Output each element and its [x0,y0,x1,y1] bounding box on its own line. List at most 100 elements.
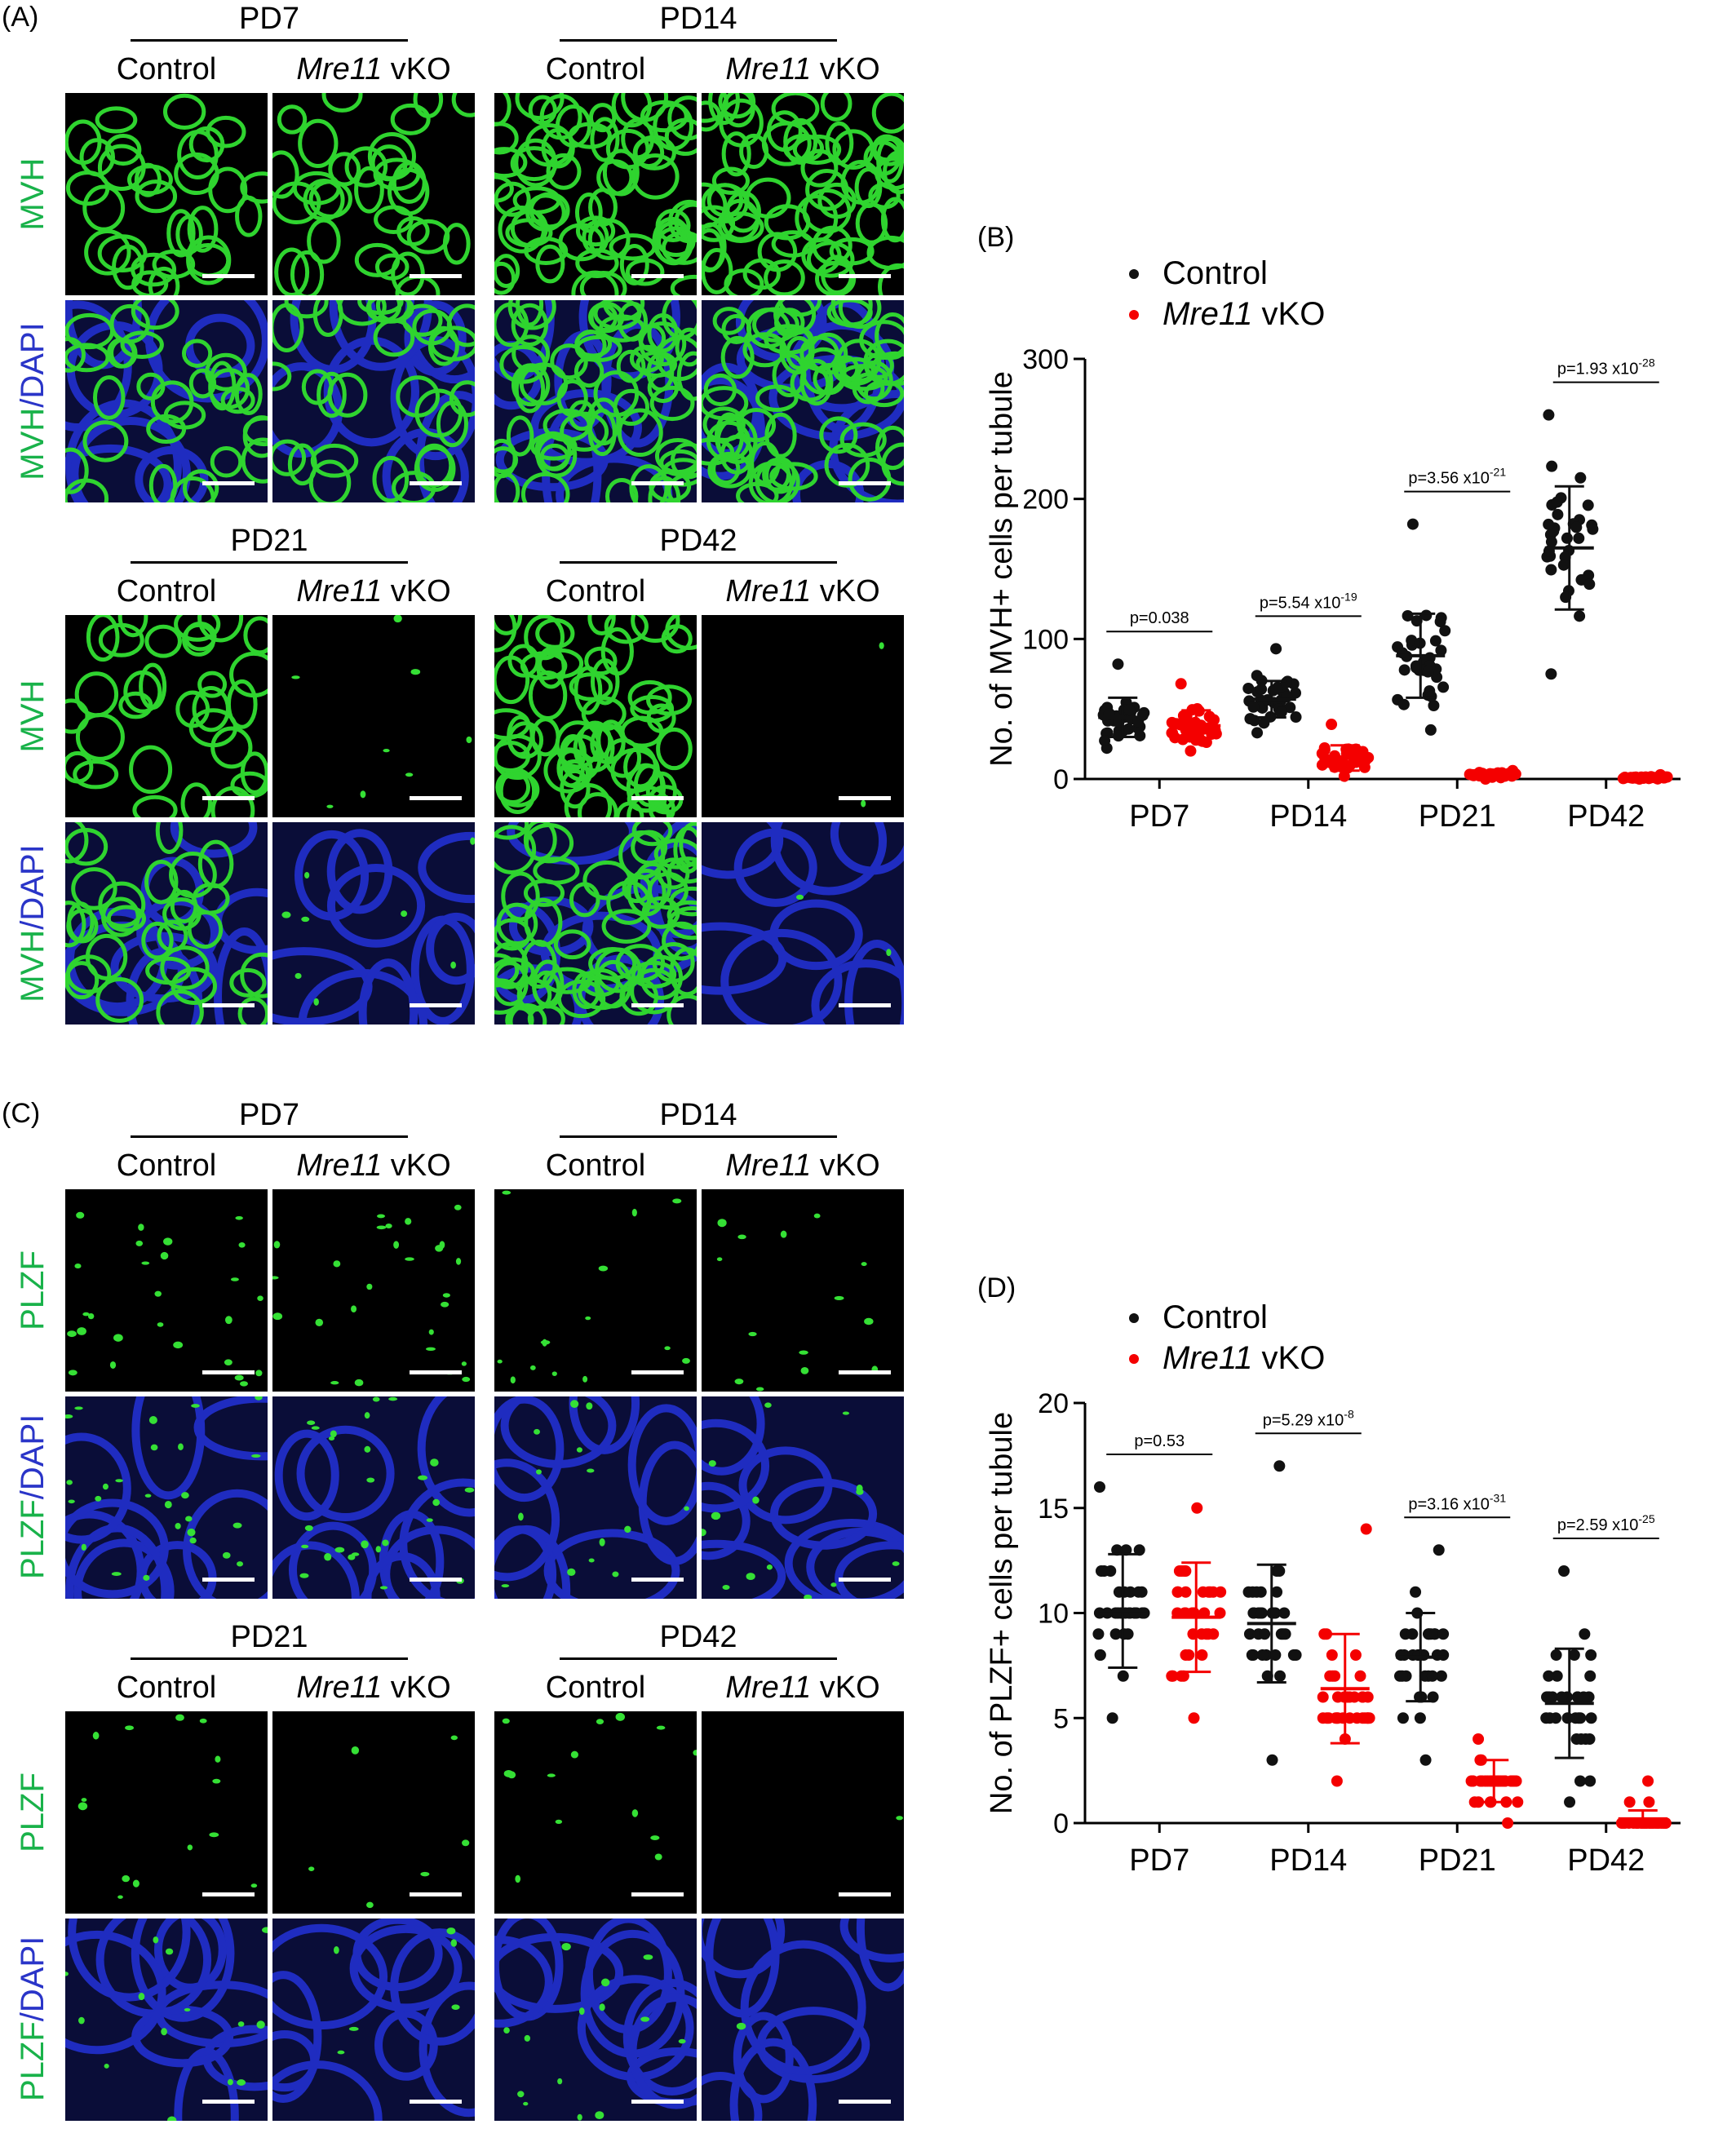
p-value-label: p=0.038 [1130,609,1189,627]
data-point-control [1267,1607,1279,1619]
legend-marker [1129,1354,1139,1364]
micrograph-mvh-dapi-control-mvh-pd7 [65,300,268,502]
data-point-mre11-vko [1320,1628,1332,1640]
micrograph-mvh-control-mvh-pd42 [494,615,697,817]
y-tick-label: 15 [1038,1494,1069,1525]
data-point-control [1574,610,1586,622]
header-control-mvh-pd7: Control [116,52,217,86]
data-point-control [1435,644,1447,657]
micrograph-mvh-control-mvh-pd14 [494,93,697,295]
data-point-control [1397,1712,1409,1724]
row-label-part: DAPI [15,1936,51,2013]
row-label-part: MVH [15,407,51,480]
data-point-mre11-vko [1175,678,1187,690]
data-point-control [1426,1670,1438,1682]
data-point-mre11-vko [1354,1670,1366,1682]
micrograph-mvh-dapi-vko-mvh-pd21 [272,822,475,1025]
data-point-control [1435,1670,1447,1682]
row-label-part: DAPI [15,322,51,399]
vko-suffix: vKO [811,1148,880,1183]
scale-bar [202,1003,255,1007]
data-point-control [1134,729,1146,741]
data-point-control [1543,518,1555,530]
vko-suffix: vKO [382,52,451,86]
header-control-plzf-pd42: Control [545,1671,646,1705]
data-point-mre11-vko [1358,761,1371,773]
scale-bar [410,1892,462,1896]
data-point-mre11-vko [1317,1712,1329,1724]
data-point-control [1271,1586,1283,1598]
vko-suffix: vKO [811,1671,880,1705]
data-point-control [1396,1670,1408,1682]
micrograph-mvh-control-mvh-pd7 [65,93,268,295]
data-point-control [1575,1733,1588,1745]
data-point-control [1112,658,1124,670]
data-point-control [1420,609,1433,622]
data-point-control [1290,687,1302,699]
scale-bar [839,1578,891,1582]
micrograph-plzf-dapi-vko-plzf-pd21 [272,1919,475,2121]
data-point-control [1247,1586,1259,1598]
data-point-control [1552,508,1564,520]
panel-label-d: (D) [977,1272,1016,1303]
chart-b-mvh-counts: 0 100 200 300 PD7 PD14 PD21 PD42 No. of MVH+ cel… [985,255,1681,834]
row-label-part: PLZF [15,1250,51,1330]
data-point-control [1425,690,1437,702]
data-point-mre11-vko [1643,1796,1655,1808]
scale-bar [631,796,684,800]
x-tick-label: PD14 [1269,799,1347,834]
data-point-mre11-vko [1176,1565,1188,1577]
data-point-control [1261,1670,1273,1682]
data-point-mre11-vko [1202,1628,1215,1640]
x-tick-label: PD7 [1129,799,1189,834]
data-point-control [1256,683,1268,695]
data-point-control [1579,1628,1591,1640]
micrograph-mvh-vko-mvh-pd14 [702,93,904,295]
data-point-control [1259,1628,1271,1640]
scale-bar [202,1370,255,1374]
data-point-mre11-vko [1349,1649,1362,1661]
data-point-control [1136,709,1149,721]
gene-name: Mre11 [296,52,383,86]
gene-name: Mre11 [725,1148,812,1183]
header-vko-mvh-pd14: Mre11 vKO [702,52,904,87]
data-point-control [1109,1628,1122,1640]
row-label-mvh-dapi: MVH/DAPI [15,322,51,480]
data-point-control [1422,666,1434,678]
data-point-control [1437,1628,1450,1640]
header-vko-plzf-pd21: Mre11 vKO [272,1671,475,1706]
data-point-control [1582,499,1594,511]
data-point-mre11-vko [1169,732,1181,744]
data-point-control [1545,668,1557,680]
data-point-control [1120,1544,1132,1556]
micrograph-mvh-vko-mvh-pd42 [702,615,904,817]
scale-bar [410,2100,462,2104]
x-tick-label: PD42 [1567,799,1645,834]
row-label-part: PLZF [15,1772,51,1852]
gene-name: Mre11 [296,1671,383,1705]
data-point-control [1284,701,1296,714]
p-value-label: p=5.54 x10-19 [1260,590,1357,612]
data-point-control [1095,1565,1107,1577]
row-label-part: PLZF [15,1499,51,1579]
data-point-control [1099,735,1111,747]
data-point-mre11-vko [1170,718,1182,730]
header-vko-mvh-pd7: Mre11 vKO [272,52,475,87]
data-point-control [1427,1691,1439,1703]
timepoint-mvh-pd7: PD7 [239,2,299,36]
data-point-control [1279,1628,1291,1640]
data-point-control [1543,1691,1555,1703]
micrograph-mvh-control-mvh-pd21 [65,615,268,817]
data-point-control [1410,660,1422,672]
data-point-control [1439,625,1451,637]
data-point-control [1543,1712,1556,1724]
data-point-control [1584,1775,1596,1787]
row-label-plzf-dapi: PLZF/DAPI [15,1936,51,2101]
scale-bar [631,1578,684,1582]
micrograph-plzf-dapi-vko-plzf-pd42 [702,1919,904,2121]
header-control-plzf-pd14: Control [545,1148,646,1183]
data-point-control [1585,1712,1597,1724]
data-point-control [1551,1670,1563,1682]
header-control-plzf-pd7: Control [116,1148,217,1183]
y-tick-label: 0 [1053,764,1069,795]
